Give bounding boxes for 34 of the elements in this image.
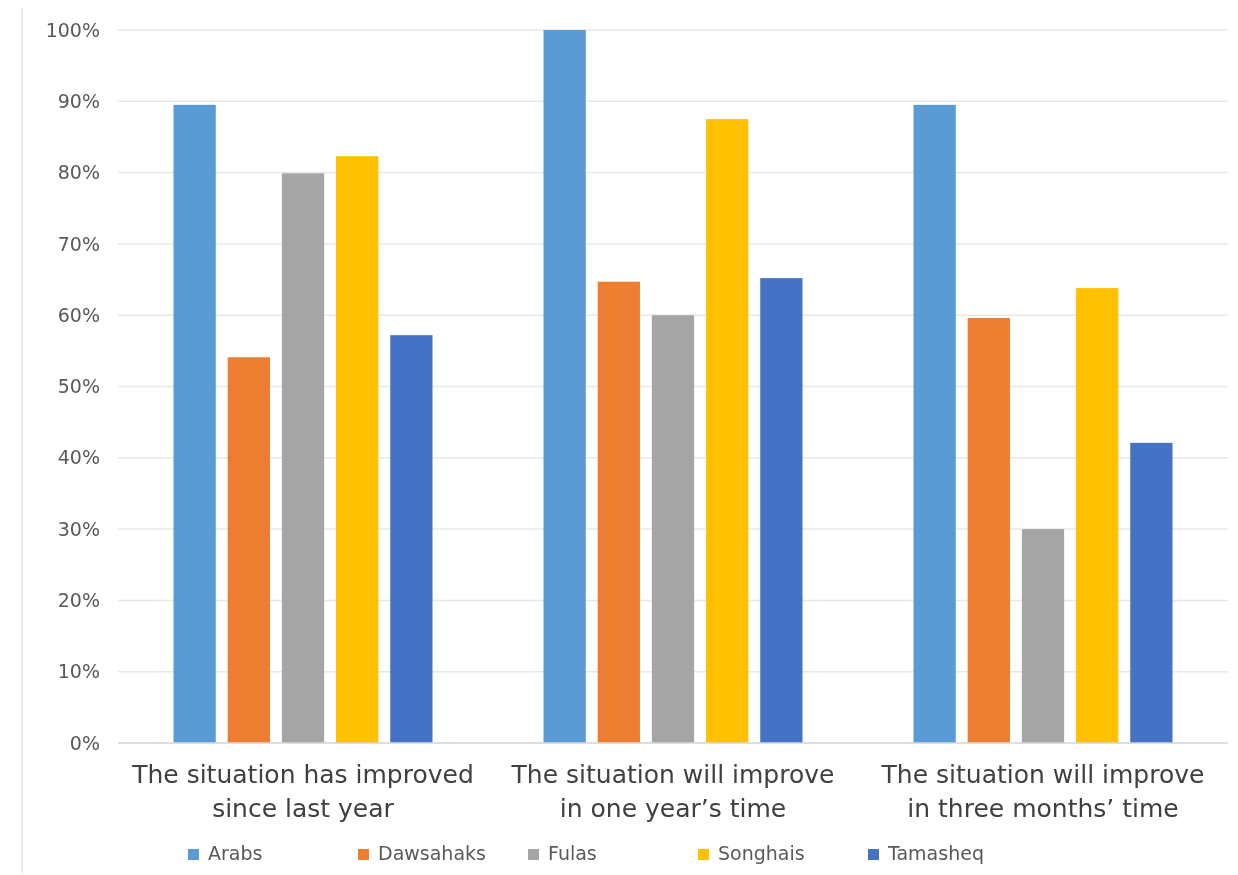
bar: [760, 278, 803, 743]
y-tick-label: 30%: [57, 517, 100, 540]
y-tick-label: 10%: [57, 660, 100, 683]
legend-label: Fulas: [548, 842, 597, 864]
bar: [597, 281, 640, 743]
legend-label: Songhais: [718, 842, 805, 864]
y-tick-label: 90%: [57, 89, 100, 112]
y-tick-label: 100%: [45, 18, 100, 41]
legend-label: Tamasheq: [887, 842, 984, 864]
y-tick-label: 50%: [57, 375, 100, 398]
y-tick-label: 60%: [57, 303, 100, 326]
y-tick-label: 20%: [57, 589, 100, 612]
bar: [543, 30, 586, 743]
y-tick-label: 80%: [57, 161, 100, 184]
bar: [1076, 288, 1119, 743]
y-tick-label: 40%: [57, 446, 100, 469]
bar: [967, 318, 1010, 743]
bar: [390, 335, 433, 743]
y-tick-label: 0%: [69, 731, 100, 754]
x-tick-label: The situation will improve in one year’s time: [510, 760, 835, 823]
bar: [913, 104, 956, 743]
y-tick-label: 70%: [57, 232, 100, 255]
bar: [1130, 442, 1173, 743]
x-tick-label: The situation will improve in three months’ time: [880, 760, 1205, 823]
bar: [706, 119, 749, 743]
bar: [227, 357, 270, 743]
legend-label: Dawsahaks: [378, 842, 486, 864]
bar: [1021, 529, 1065, 743]
bar: [336, 156, 379, 743]
legend-label: Arabs: [208, 842, 263, 864]
x-tick-label: The situation has improved since last year: [131, 760, 474, 823]
bar: [173, 104, 216, 743]
bar: [651, 315, 695, 743]
bar: [281, 173, 325, 743]
